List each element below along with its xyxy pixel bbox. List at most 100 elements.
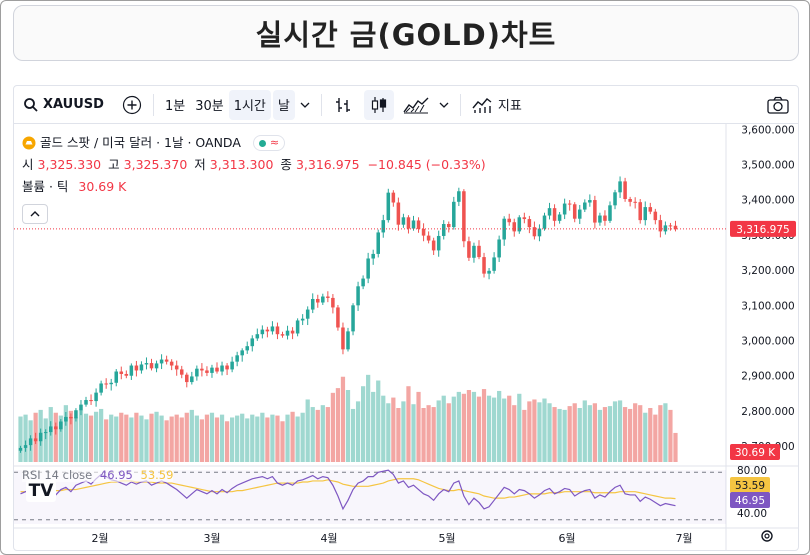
- volume-bar: [577, 408, 582, 462]
- volume-bar: [325, 407, 330, 462]
- candle-style-button[interactable]: [363, 89, 394, 120]
- volume-bar: [199, 419, 205, 462]
- low-label: 저: [194, 157, 206, 172]
- compare-add-button[interactable]: [117, 90, 147, 120]
- candle-body: [230, 361, 234, 370]
- search-icon: [24, 97, 38, 112]
- volume-bar: [386, 403, 391, 462]
- rsi-legend: RSI 14 close 46.95 53.59: [22, 468, 174, 482]
- indicators-button[interactable]: 지표: [467, 90, 527, 120]
- candle-body: [48, 426, 53, 433]
- candle-body: [94, 392, 98, 402]
- candle-body: [134, 365, 139, 371]
- volume-bar: [240, 413, 245, 462]
- volume-bar: [572, 403, 577, 462]
- interval-1m[interactable]: 1분: [164, 99, 186, 114]
- market-status-pill[interactable]: ≈: [252, 135, 286, 151]
- volume-bar: [507, 395, 512, 462]
- volume-bar: [658, 405, 663, 462]
- tradingview-logo[interactable]: TV: [26, 480, 56, 502]
- price-tick-label: 3,100.000: [741, 300, 794, 312]
- bar-style-button[interactable]: [328, 90, 358, 120]
- chart-widget: XAUUSD 1분 30분 1시간 날: [13, 85, 799, 551]
- volume-bar: [648, 408, 653, 462]
- candle-body: [255, 334, 260, 339]
- volume-bar: [653, 414, 658, 462]
- candle-body: [164, 359, 169, 362]
- wave-icon: ≈: [269, 136, 280, 149]
- rsi-tick-label: 40.00: [737, 508, 767, 520]
- volume-bar: [371, 391, 376, 462]
- candle-body: [537, 228, 542, 237]
- candle-body: [623, 181, 627, 199]
- plot-area[interactable]: 2,700.0002,800.0002,900.0003,000.0003,10…: [14, 124, 799, 551]
- volume-bar: [446, 403, 451, 462]
- interval-1h[interactable]: 1시간: [228, 89, 271, 120]
- candle-body: [527, 219, 532, 228]
- symbol-search-button[interactable]: XAUUSD: [18, 90, 109, 120]
- close-label: 종: [280, 157, 292, 172]
- interval-dropdown[interactable]: [295, 90, 315, 120]
- volume-bar: [144, 419, 149, 462]
- volume-bar: [310, 407, 315, 462]
- candle-body: [64, 416, 68, 422]
- volume-bar: [345, 390, 351, 462]
- interval-day[interactable]: 날: [272, 89, 295, 120]
- volume-bar: [532, 399, 537, 462]
- gear-hub: [764, 533, 770, 539]
- volume-bar: [184, 412, 189, 462]
- candle-body: [190, 376, 194, 383]
- rsi-tick-label: 80.00: [737, 465, 767, 477]
- volume-bar: [597, 409, 603, 462]
- price-tick-label: 3,600.000: [741, 124, 794, 136]
- chart-type-dropdown[interactable]: [434, 90, 454, 120]
- volume-bar: [421, 408, 426, 462]
- candle-body: [174, 365, 179, 370]
- volume-badge: [730, 444, 780, 460]
- candle-body: [653, 211, 658, 221]
- volume-bar: [552, 407, 557, 462]
- indicators-label: 지표: [497, 99, 522, 114]
- interval-30m[interactable]: 30분: [195, 99, 224, 114]
- gear-icon: [761, 530, 773, 542]
- volume-bar: [502, 398, 507, 462]
- price-tick-label: 3,500.000: [741, 159, 794, 171]
- area-style-button[interactable]: [398, 90, 434, 120]
- gold-coin-icon: [22, 136, 36, 150]
- candle-body: [603, 215, 607, 221]
- candle-body: [99, 383, 103, 393]
- candle-body: [295, 320, 300, 334]
- chart-svg[interactable]: 2,700.0002,800.0002,900.0003,000.0003,10…: [14, 124, 799, 551]
- toolbar-divider: [320, 93, 322, 116]
- volume-bar: [537, 402, 542, 462]
- chevron-up-icon: [30, 211, 40, 217]
- volume-bar: [154, 411, 159, 462]
- candle-body: [316, 298, 320, 303]
- candle-body: [18, 447, 23, 451]
- candle-body: [462, 191, 466, 242]
- volume-bar: [139, 415, 144, 462]
- volume-bar: [204, 414, 210, 462]
- volume-bar: [622, 407, 628, 462]
- volume-bar: [174, 414, 179, 462]
- candle-body: [169, 361, 174, 366]
- candle-body: [265, 329, 270, 332]
- candle-body: [74, 410, 78, 419]
- candle-body: [532, 227, 537, 237]
- volume-bar: [169, 416, 174, 462]
- volume-bar: [99, 408, 104, 462]
- price-tick-label: 3,000.000: [741, 336, 794, 348]
- volume-bar: [607, 406, 613, 462]
- chevron-down-icon: [300, 102, 310, 108]
- time-tick-label: 3월: [203, 532, 220, 545]
- collapse-legend-button[interactable]: [22, 204, 48, 224]
- candle-body: [572, 204, 577, 219]
- volume-bar: [547, 403, 552, 462]
- candle-body: [472, 245, 476, 258]
- candle-body: [336, 307, 340, 328]
- candle-body: [547, 208, 552, 216]
- volume-bar: [350, 408, 356, 462]
- snapshot-button[interactable]: [762, 90, 794, 120]
- volume-bar: [129, 417, 134, 462]
- candle-body: [517, 217, 522, 232]
